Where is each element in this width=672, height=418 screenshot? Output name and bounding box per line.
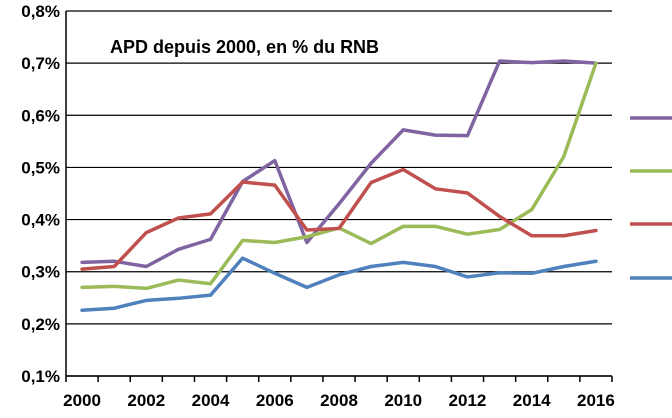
y-tick-label: 0,8%: [21, 2, 60, 21]
series-lines: [80, 59, 598, 313]
legend: [630, 116, 672, 280]
x-tick-label: 2010: [384, 391, 422, 410]
x-tick-label: 2004: [192, 391, 230, 410]
y-tick-label: 0,2%: [21, 315, 60, 334]
series-line-4: [80, 256, 598, 313]
y-tick-label: 0,4%: [21, 211, 60, 230]
x-tick-label: 2012: [449, 391, 487, 410]
series-line-2: [80, 61, 598, 291]
x-tick-label: 2002: [127, 391, 165, 410]
chart-title: APD depuis 2000, en % du RNB: [110, 37, 379, 57]
y-axis-ticks: 0,1% 0,2% 0,3% 0,4% 0,5% 0,6% 0,7% 0,8%: [21, 2, 60, 386]
series-line-3: [80, 167, 598, 271]
y-tick-label: 0,3%: [21, 263, 60, 282]
x-tick-label: 2016: [577, 391, 615, 410]
x-tick-label: 2000: [63, 391, 101, 410]
y-tick-label: 0,5%: [21, 158, 60, 177]
axes: [65, 11, 613, 382]
x-axis-ticks: 2000 2002 2004 2006 2008 2010 2012 2014 2016: [63, 391, 615, 410]
y-tick-label: 0,1%: [21, 367, 60, 386]
x-tick-label: 2006: [256, 391, 294, 410]
gridlines: [66, 10, 612, 377]
x-tick-label: 2014: [513, 391, 551, 410]
y-tick-label: 0,6%: [21, 106, 60, 125]
x-tick-label: 2008: [320, 391, 358, 410]
y-tick-label: 0,7%: [21, 54, 60, 73]
series-line-1: [80, 59, 598, 269]
